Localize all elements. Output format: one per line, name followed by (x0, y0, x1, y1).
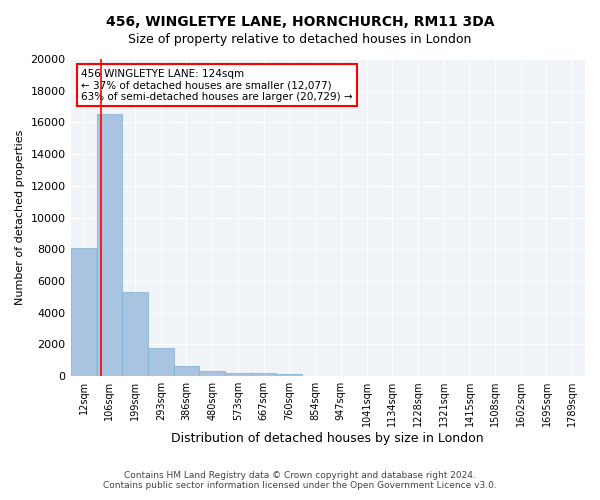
Bar (199, 371, 225, 376)
Bar (148, 348, 173, 376)
X-axis label: Distribution of detached houses by size in London: Distribution of detached houses by size … (172, 432, 484, 445)
Text: Contains HM Land Registry data © Crown copyright and database right 2024.
Contai: Contains HM Land Registry data © Crown c… (103, 470, 497, 490)
Bar (97, 114, 122, 376)
Bar (71, 248, 96, 376)
Bar (251, 373, 277, 376)
Bar (225, 373, 251, 376)
Y-axis label: Number of detached properties: Number of detached properties (15, 130, 25, 305)
Bar (277, 374, 302, 376)
Bar (173, 366, 199, 376)
Text: Size of property relative to detached houses in London: Size of property relative to detached ho… (128, 32, 472, 46)
Text: 456, WINGLETYE LANE, HORNCHURCH, RM11 3DA: 456, WINGLETYE LANE, HORNCHURCH, RM11 3D… (106, 15, 494, 29)
Text: 456 WINGLETYE LANE: 124sqm
← 37% of detached houses are smaller (12,077)
63% of : 456 WINGLETYE LANE: 124sqm ← 37% of deta… (81, 68, 352, 102)
Bar (122, 292, 148, 376)
